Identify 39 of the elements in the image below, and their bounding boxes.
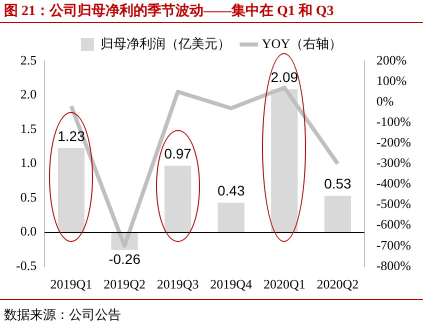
y2-tick-label: -600% xyxy=(376,216,412,232)
legend-label: 归母净利润（亿美元） xyxy=(100,36,230,51)
bar xyxy=(218,202,244,232)
y2-tick-label: -800% xyxy=(376,258,412,273)
data-label: 0.97 xyxy=(164,146,192,162)
bar xyxy=(324,196,352,232)
y-tick-label: 2.0 xyxy=(20,86,37,102)
y2-tick-label: -300% xyxy=(376,155,412,170)
legend-label: YOY（右轴） xyxy=(262,36,342,51)
x-tick-label: 2019Q2 xyxy=(104,276,146,292)
chart-title: 图 21：公司归母净利的季节波动——集中在 Q1 和 Q3 xyxy=(4,2,334,20)
data-label: 1.23 xyxy=(58,128,86,144)
bar xyxy=(271,89,298,232)
y-tick-label: -0.5 xyxy=(16,258,37,273)
y-tick-label: 2.5 xyxy=(20,52,37,68)
y-tick-label: 0.0 xyxy=(20,224,37,239)
x-tick-label: 2019Q4 xyxy=(210,276,253,292)
x-tick-label: 2020Q1 xyxy=(263,276,306,292)
x-tick-label: 2019Q3 xyxy=(156,276,199,292)
y2-tick-label: -200% xyxy=(376,134,412,150)
y2-tick-label: -400% xyxy=(376,176,412,191)
y-tick-label: 1.5 xyxy=(20,120,37,136)
y2-tick-label: -100% xyxy=(376,114,412,130)
y2-tick-label: 200% xyxy=(376,52,407,68)
y2-tick-label: -700% xyxy=(376,237,412,252)
x-tick-label: 2019Q1 xyxy=(50,276,92,292)
source-note: 数据来源：公司公告 xyxy=(4,306,121,324)
data-label: 0.43 xyxy=(217,182,245,199)
y2-tick-label: 0% xyxy=(376,94,394,108)
bar xyxy=(164,166,192,232)
data-label: 0.53 xyxy=(324,176,352,192)
y-tick-label: 1.0 xyxy=(20,155,37,170)
data-label: 2.09 xyxy=(270,68,298,85)
bar xyxy=(58,148,85,232)
x-tick-label: 2020Q2 xyxy=(316,276,359,292)
y2-tick-label: -500% xyxy=(376,196,412,212)
y-tick-label: 0.5 xyxy=(20,189,37,204)
y2-tick-label: 100% xyxy=(376,72,407,88)
data-label: -0.26 xyxy=(108,250,141,267)
